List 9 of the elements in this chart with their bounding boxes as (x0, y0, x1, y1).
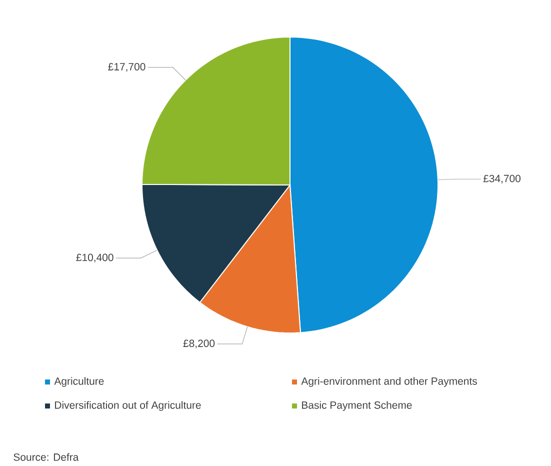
legend-label: Basic Payment Scheme (302, 401, 412, 411)
source-note: Source: Defra (14, 453, 79, 461)
data-label: £17,700 (108, 63, 146, 72)
data-label: £10,400 (76, 254, 114, 262)
legend-label: Agriculture (54, 377, 104, 387)
legend-label: Agri-environment and other Payments (301, 377, 477, 387)
data-label: £34,700 (483, 174, 520, 184)
legend-label: Diversification out of Agriculture (55, 401, 201, 411)
data-label: £8,200 (183, 340, 215, 348)
